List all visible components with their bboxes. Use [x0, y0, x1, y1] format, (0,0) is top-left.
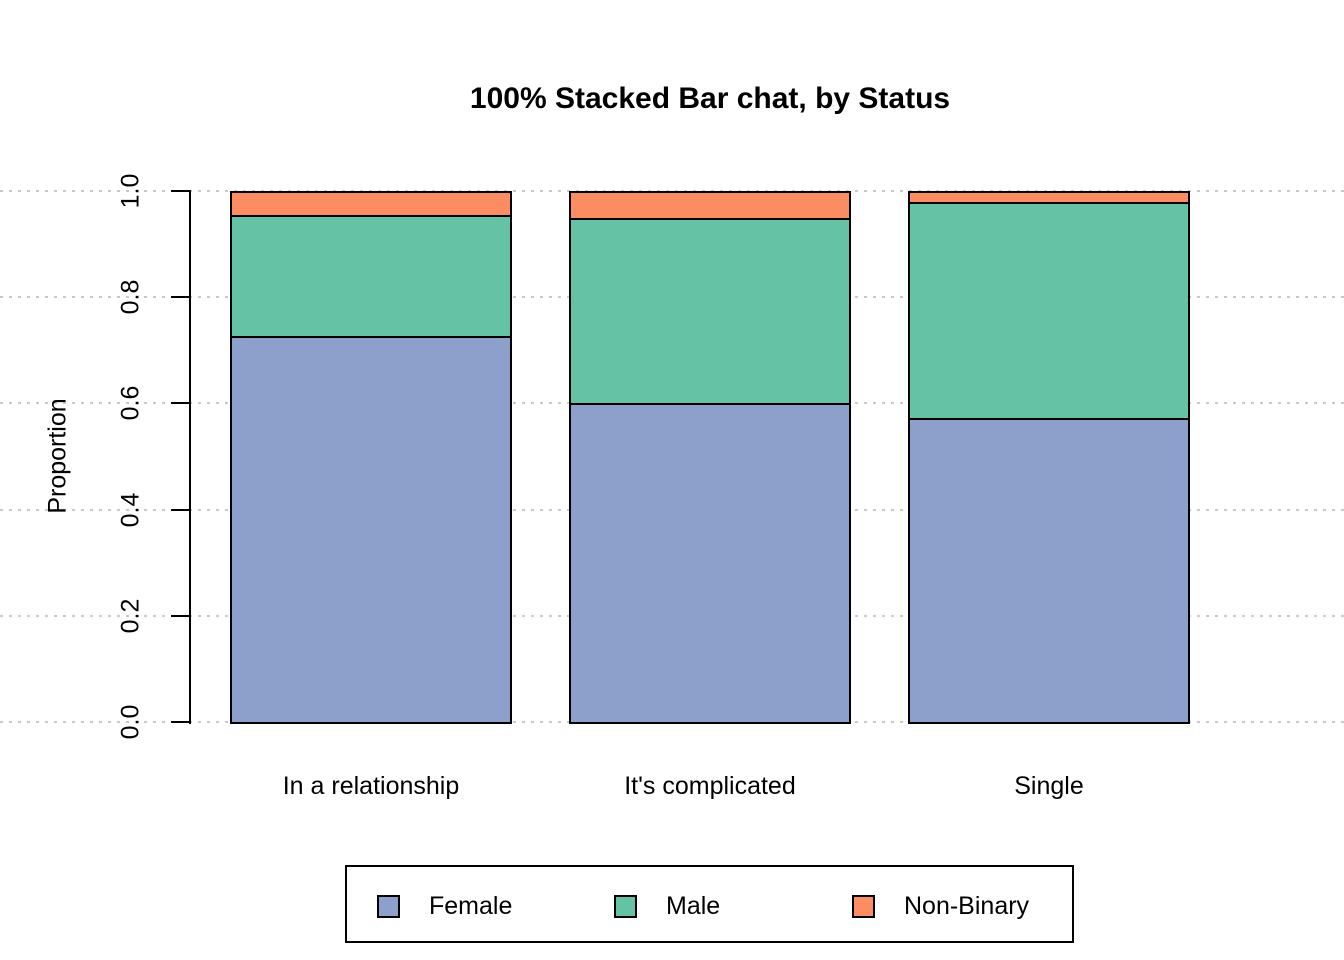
y-tick-label-text: 0.8 — [116, 279, 145, 315]
y-tick-0.2 — [171, 615, 189, 617]
bar-segment-in-a-relationship-female — [230, 336, 512, 724]
legend: Female Male Non-Binary — [345, 865, 1074, 943]
bar-segment-in-a-relationship-non-binary — [230, 191, 512, 215]
bar-segment-in-a-relationship-male — [230, 215, 512, 336]
y-tick-0.4 — [171, 509, 189, 511]
y-tick-label-text: 1.0 — [116, 173, 145, 209]
bar-segment-single-female — [908, 418, 1190, 724]
y-tick-label-text: 0.4 — [116, 492, 145, 528]
y-tick-label-text: 0.0 — [116, 704, 145, 740]
legend-swatch-male — [614, 895, 637, 918]
legend-swatch-non-binary — [852, 895, 875, 918]
legend-label-female: Female — [429, 892, 513, 920]
y-tick-0.6 — [171, 402, 189, 404]
bar-segment-single-male — [908, 202, 1190, 418]
x-label-single: Single — [1014, 772, 1084, 800]
y-tick-label-text: 0.6 — [116, 385, 145, 421]
bar-segment-it-s-complicated-female — [569, 403, 851, 724]
y-tick-0.8 — [171, 296, 189, 298]
legend-swatch-female — [377, 895, 400, 918]
legend-label-non-binary: Non-Binary — [904, 892, 1030, 920]
bar-segment-it-s-complicated-male — [569, 218, 851, 403]
y-tick-1.0 — [171, 190, 189, 192]
y-tick-0.0 — [171, 721, 189, 723]
bar-segment-it-s-complicated-non-binary — [569, 191, 851, 218]
x-label-it-s-complicated: It's complicated — [624, 772, 796, 800]
x-label-in-a-relationship: In a relationship — [282, 772, 460, 800]
y-axis-line — [189, 190, 191, 724]
chart-title: 100% Stacked Bar chat, by Status — [469, 82, 951, 115]
legend-label-male: Male — [666, 892, 721, 920]
bar-segment-single-non-binary — [908, 191, 1190, 202]
y-tick-label-text: 0.2 — [116, 598, 145, 634]
